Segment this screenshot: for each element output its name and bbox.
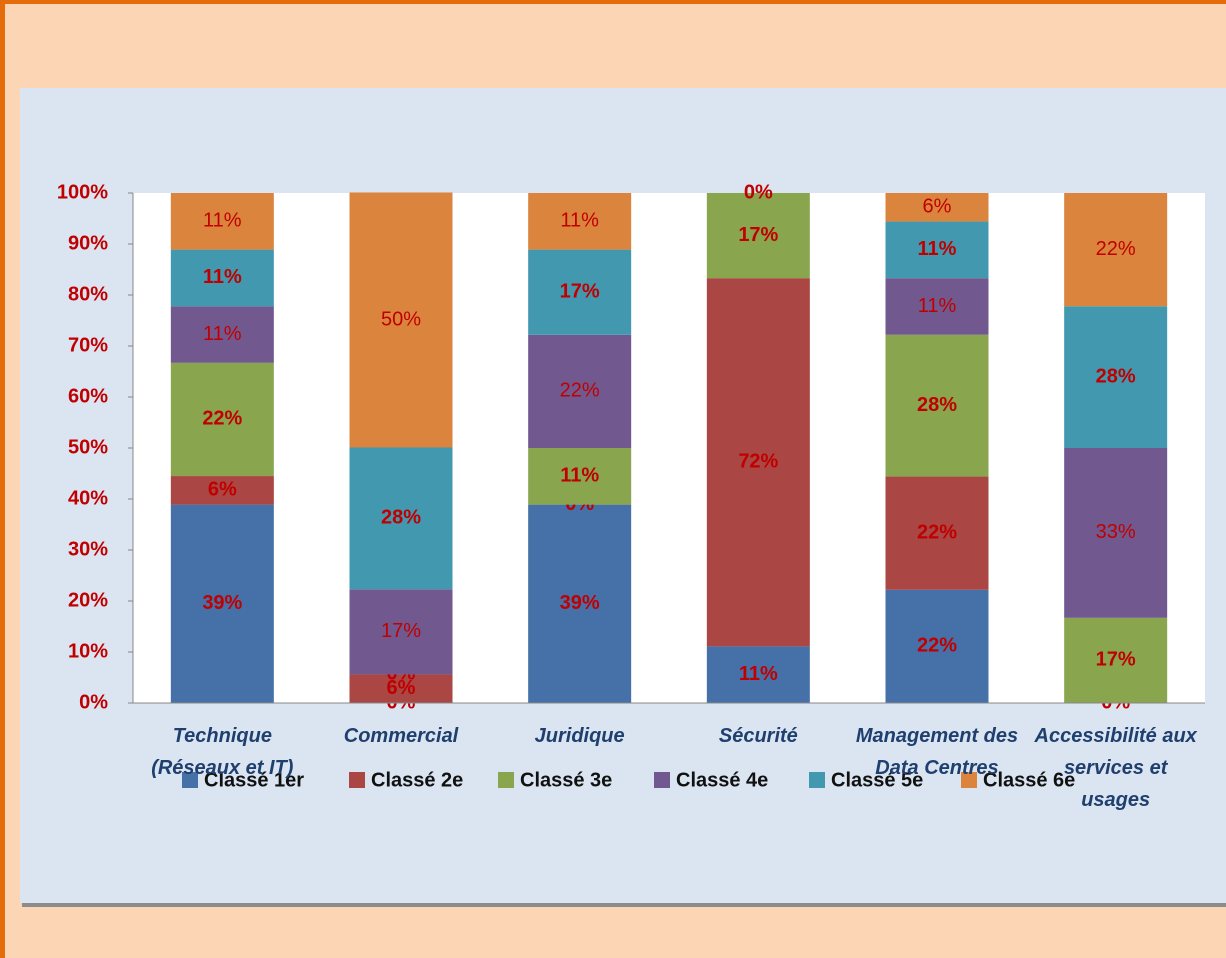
- bar-segment: [349, 447, 453, 590]
- y-tick-label: 90%: [68, 232, 108, 254]
- legend-label: Classé 2e: [371, 769, 463, 791]
- data-label: 11%: [203, 323, 242, 345]
- bar-segment: [170, 476, 274, 505]
- legend-label: Classé 1er: [204, 769, 304, 791]
- x-tick-label: Management des Data Centres: [855, 725, 1019, 779]
- y-tick-label: 70%: [68, 334, 108, 356]
- x-tick-label: Commercial: [343, 725, 459, 747]
- x-tick-label: Technique (Réseaux et IT): [151, 725, 294, 779]
- bar-segment: [349, 192, 453, 448]
- bar-segment: [885, 221, 989, 279]
- y-tick-label: 60%: [68, 385, 108, 407]
- y-tick-label: 100%: [57, 181, 108, 203]
- legend-label: Classé 6e: [983, 769, 1075, 791]
- data-label: 0%: [744, 181, 773, 203]
- bar-segment: [170, 504, 274, 703]
- legend-swatch: [182, 772, 198, 788]
- data-label: 50%: [381, 308, 421, 330]
- data-label: 33%: [1096, 521, 1136, 543]
- bar-segment: [1064, 193, 1168, 307]
- bar-segment: [885, 334, 989, 477]
- bar-segment: [885, 476, 989, 590]
- data-label: 39%: [560, 592, 600, 614]
- bar-segment: [528, 193, 632, 250]
- bar-segment: [528, 249, 632, 335]
- bar-segment: [1064, 617, 1168, 703]
- legend-label: Classé 4e: [676, 769, 768, 791]
- left-border: [0, 0, 5, 958]
- bar-segment: [706, 278, 810, 647]
- bar-segment: [706, 193, 810, 279]
- data-label: 11%: [918, 238, 957, 260]
- data-label: 22%: [917, 635, 957, 657]
- data-label: 28%: [917, 394, 957, 416]
- bar-segment: [885, 278, 989, 335]
- y-tick-label: 0%: [79, 691, 108, 713]
- legend-swatch: [809, 772, 825, 788]
- bar-segment: [885, 589, 989, 703]
- y-tick-label: 40%: [68, 487, 108, 509]
- bar-segment: [349, 674, 453, 703]
- data-label: 11%: [739, 663, 778, 685]
- data-label: 72%: [738, 451, 778, 473]
- legend-swatch: [498, 772, 514, 788]
- bar-segment: [1064, 306, 1168, 448]
- data-label: 11%: [560, 465, 599, 487]
- data-label: 28%: [381, 507, 421, 529]
- data-label: 11%: [203, 210, 242, 232]
- bar-segment: [528, 334, 632, 448]
- legend-swatch: [961, 772, 977, 788]
- x-tick-label: Sécurité: [718, 725, 798, 747]
- y-tick-label: 20%: [68, 589, 108, 611]
- y-tick-label: 30%: [68, 538, 108, 560]
- data-label: 6%: [923, 196, 952, 218]
- x-tick-label: Juridique: [534, 725, 625, 747]
- bar-segment: [885, 193, 989, 222]
- legend-label: Classé 3e: [520, 769, 612, 791]
- data-label: 6%: [387, 677, 416, 699]
- data-label: 11%: [203, 266, 242, 288]
- y-tick-label: 50%: [68, 436, 108, 458]
- data-label: 17%: [560, 280, 600, 302]
- bar-segment: [170, 249, 274, 307]
- bar-segment: [170, 306, 274, 363]
- data-label: 11%: [560, 210, 599, 232]
- data-label: 22%: [1096, 238, 1136, 260]
- data-label: 6%: [208, 479, 237, 501]
- data-label: 39%: [202, 592, 242, 614]
- legend-label: Classé 5e: [831, 769, 923, 791]
- bar-segment: [170, 193, 274, 250]
- y-tick-label: 10%: [68, 640, 108, 662]
- bar-segment: [528, 448, 632, 505]
- bar-segment: [349, 589, 453, 675]
- data-label: 22%: [202, 408, 242, 430]
- y-tick-label: 80%: [68, 283, 108, 305]
- bar-segment: [706, 646, 810, 703]
- bar-segment: [170, 362, 274, 477]
- x-tick-label: Accessibilité aux services et usages: [1034, 725, 1197, 811]
- data-label: 22%: [917, 521, 957, 543]
- top-border: [0, 0, 1226, 4]
- legend-swatch: [349, 772, 365, 788]
- data-label: 22%: [560, 380, 600, 402]
- data-label: 17%: [738, 224, 778, 246]
- plot-area: [133, 193, 1205, 703]
- legend-swatch: [654, 772, 670, 788]
- data-label: 17%: [1096, 649, 1136, 671]
- bar-segment: [1064, 448, 1168, 618]
- data-label: 28%: [1096, 365, 1136, 387]
- data-label: 11%: [918, 295, 957, 317]
- bar-segment: [528, 504, 632, 703]
- data-label: 17%: [381, 620, 421, 642]
